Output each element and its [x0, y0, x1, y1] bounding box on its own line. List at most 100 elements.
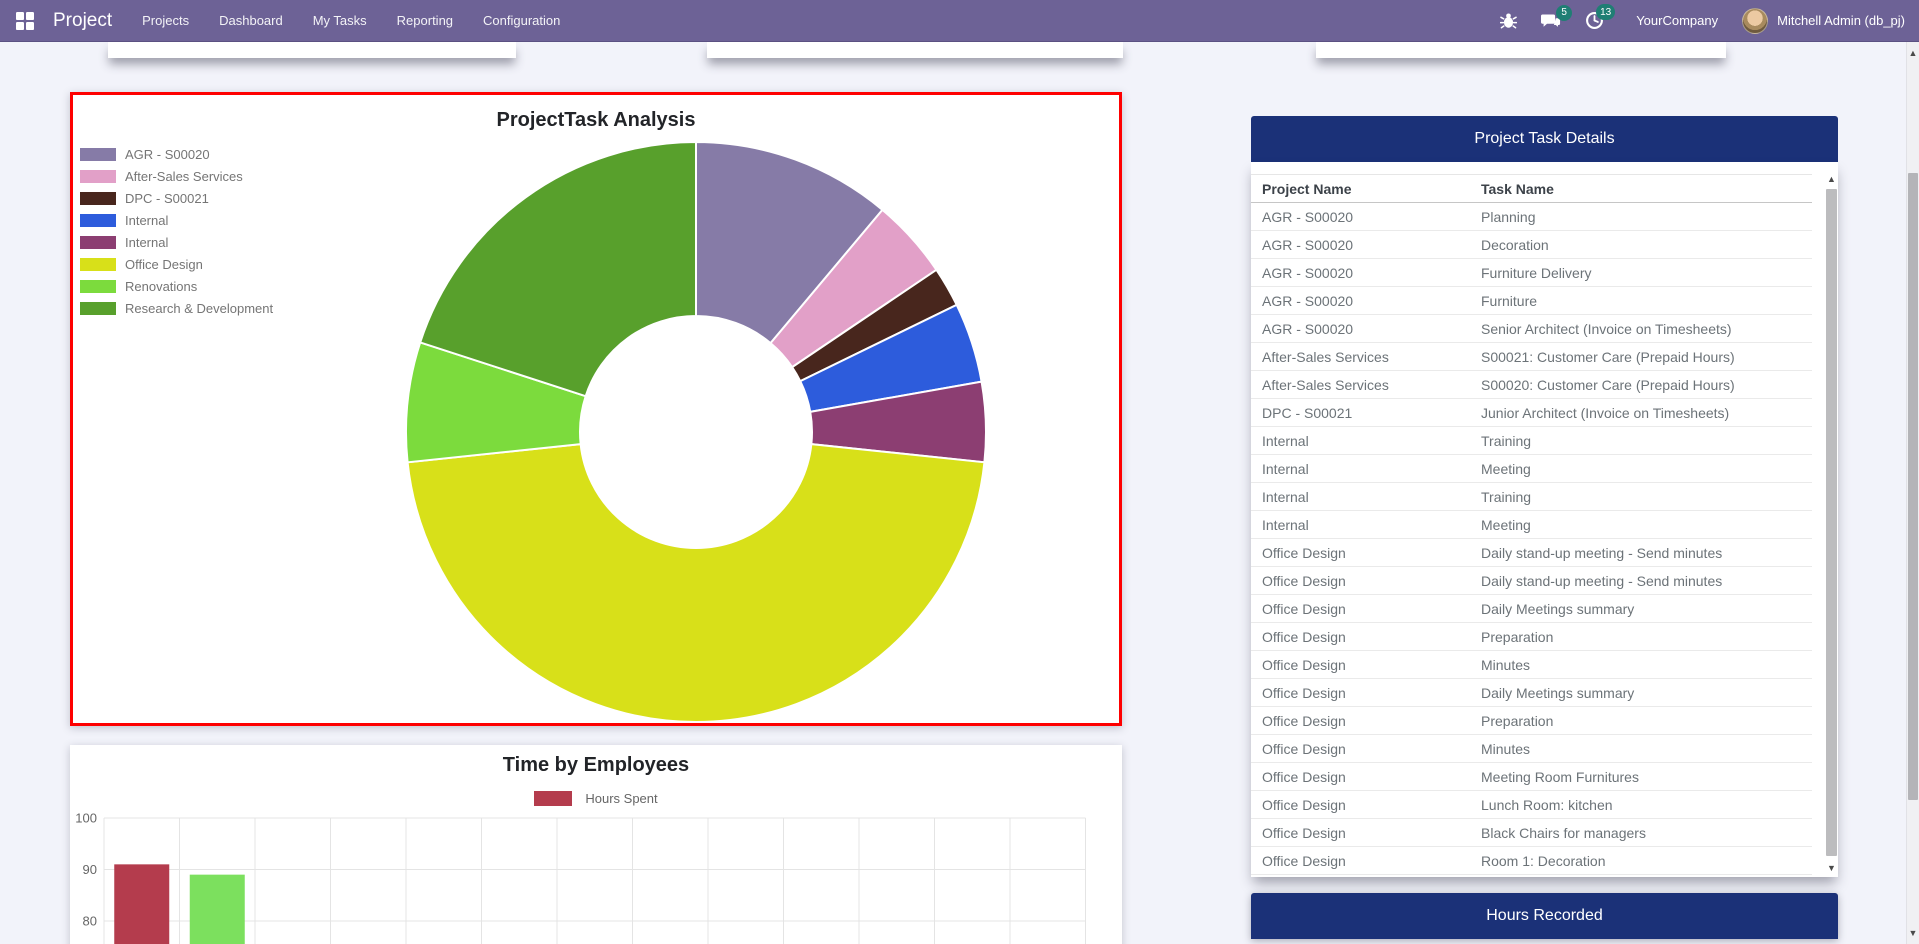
pie-legend-item[interactable]: After-Sales Services: [80, 165, 273, 187]
table-row: Office Design Meeting Room Furnitures: [1251, 762, 1812, 791]
cell-project-name: Office Design: [1251, 678, 1470, 707]
cell-task-name: Meeting: [1470, 454, 1812, 483]
table-scrollbar[interactable]: ▲ ▼: [1825, 172, 1838, 875]
user-name: Mitchell Admin (db_pj): [1777, 13, 1905, 28]
table-row: Internal Training: [1251, 482, 1812, 511]
table-row: Office Design Daily Meetings summary: [1251, 594, 1812, 623]
bar-hours-spent-1[interactable]: [189, 874, 245, 944]
nav-item-dashboard[interactable]: Dashboard: [219, 13, 283, 28]
app-brand-title[interactable]: Project: [53, 9, 113, 31]
nav-item-projects[interactable]: Projects: [142, 13, 190, 28]
cell-task-name: Meeting Room Furnitures: [1470, 762, 1812, 791]
nav-item-configuration[interactable]: Configuration: [483, 13, 561, 28]
y-axis-tick-label: 100: [75, 811, 97, 826]
cell-project-name: DPC - S00021: [1251, 398, 1470, 427]
task-panel-header: Project Task Details: [1251, 116, 1838, 162]
task-table-body: Project Name Task Name AGR - S00020 Plann…: [1251, 162, 1838, 877]
table-scroll-down-button[interactable]: ▼: [1827, 863, 1836, 873]
cell-task-name: Daily Meetings summary: [1470, 594, 1812, 623]
page-scroll-thumb[interactable]: [1908, 173, 1918, 800]
message-count-badge: 5: [1556, 4, 1573, 21]
page-scrollbar[interactable]: ▲ ▼: [1906, 42, 1919, 944]
page-scroll-down-button[interactable]: ▼: [1908, 928, 1918, 938]
pie-legend-label: After-Sales Services: [125, 168, 243, 184]
table-row: AGR - S00020 Decoration: [1251, 230, 1812, 259]
table-row: Office Design Daily Meetings summary: [1251, 678, 1812, 707]
card-remnant-right: [1316, 42, 1726, 58]
donut-chart-svg: [405, 140, 987, 723]
pie-slice-7[interactable]: [418, 140, 697, 398]
top-navbar: Project Projects Dashboard My Tasks Reporti…: [0, 0, 1919, 42]
project-task-details-panel: Project Task Details Project Name Task N…: [1251, 116, 1838, 877]
bar-chart-svg: 100 90 80: [75, 811, 1086, 944]
pie-legend-swatch: [80, 169, 116, 183]
nav-item-reporting[interactable]: Reporting: [396, 13, 454, 28]
apps-menu-button[interactable]: [14, 10, 36, 32]
cell-project-name: Office Design: [1251, 650, 1470, 679]
table-row: Office Design Daily stand-up meeting - Se…: [1251, 566, 1812, 595]
cell-project-name: AGR - S00020: [1251, 230, 1470, 259]
cell-project-name: AGR - S00020: [1251, 286, 1470, 315]
pie-legend-item[interactable]: AGR - S00020: [80, 143, 273, 165]
cell-task-name: Daily stand-up meeting - Send minutes: [1470, 566, 1812, 595]
pie-legend-item[interactable]: Internal: [80, 231, 273, 253]
company-switcher[interactable]: YourCompany: [1636, 13, 1719, 28]
pie-legend-item[interactable]: DPC - S00021: [80, 187, 273, 209]
pie-chart-title: ProjectTask Analysis: [496, 109, 696, 131]
table-row: Office Design Minutes: [1251, 734, 1812, 763]
pie-legend-swatch: [80, 191, 116, 205]
table-row: Internal Meeting: [1251, 510, 1812, 539]
user-menu-button[interactable]: Mitchell Admin (db_pj): [1742, 7, 1905, 34]
pie-legend-item[interactable]: Research & Development: [80, 297, 273, 319]
messages-button[interactable]: 5: [1541, 4, 1573, 30]
table-scroll-thumb[interactable]: [1826, 189, 1837, 856]
hours-panel-header: Hours Recorded: [1251, 893, 1838, 939]
cell-task-name: S00021: Customer Care (Prepaid Hours): [1470, 342, 1812, 371]
cell-task-name: Furniture Delivery: [1470, 258, 1812, 287]
pie-legend-item[interactable]: Renovations: [80, 275, 273, 297]
pie-legend: AGR - S00020 After-Sales Services DPC - S0…: [80, 143, 273, 319]
nav-item-my-tasks[interactable]: My Tasks: [312, 13, 367, 28]
page-scroll-up-button[interactable]: ▲: [1908, 48, 1918, 58]
cell-project-name: Office Design: [1251, 874, 1470, 877]
cell-project-name: Office Design: [1251, 538, 1470, 567]
bar-hours-spent-0[interactable]: [114, 864, 170, 944]
cell-project-name: After-Sales Services: [1251, 342, 1470, 371]
table-row: AGR - S00020 Senior Architect (Invoice on…: [1251, 314, 1812, 343]
table-row: Office Design Black Chairs for managers: [1251, 818, 1812, 847]
pie-slice-0[interactable]: [695, 140, 884, 345]
hours-recorded-panel: Hours Recorded: [1251, 893, 1838, 939]
cell-task-name: Planning: [1470, 202, 1812, 231]
cell-project-name: Office Design: [1251, 762, 1470, 791]
table-row: AGR - S00020 Furniture Delivery: [1251, 258, 1812, 287]
time-by-employees-card: Time by Employees Hours Spent 100 90 80: [70, 745, 1122, 944]
cell-project-name: Internal: [1251, 510, 1470, 539]
y-axis-tick-label: 80: [83, 914, 97, 929]
table-row: Office Design Minutes: [1251, 650, 1812, 679]
pie-legend-item[interactable]: Office Design: [80, 253, 273, 275]
cell-task-name: Daily Meetings summary: [1470, 678, 1812, 707]
cell-task-name: Room 1: Decoration: [1470, 846, 1812, 875]
column-header-task-name: Task Name: [1470, 174, 1812, 203]
pie-legend-swatch: [80, 235, 116, 249]
table-scroll-up-button[interactable]: ▲: [1827, 174, 1836, 184]
activities-button[interactable]: 13: [1585, 4, 1616, 30]
pie-legend-swatch: [80, 257, 116, 271]
bar-chart-legend[interactable]: Hours Spent: [70, 791, 1122, 806]
cell-task-name: Room 2: Decoration: [1470, 874, 1812, 877]
pie-legend-label: Internal: [125, 234, 169, 250]
cell-task-name: Furniture: [1470, 286, 1812, 315]
bug-icon: [1500, 13, 1518, 29]
pie-slice-5[interactable]: [406, 443, 986, 723]
pie-legend-item[interactable]: Internal: [80, 209, 273, 231]
cell-task-name: Training: [1470, 482, 1812, 511]
cell-project-name: Office Design: [1251, 706, 1470, 735]
card-remnant-left: [108, 42, 516, 58]
project-task-analysis-card: ProjectTask Analysis AGR - S00020 After-S…: [70, 92, 1122, 726]
debug-button[interactable]: [1500, 12, 1518, 29]
cell-task-name: Daily stand-up meeting - Send minutes: [1470, 538, 1812, 567]
pie-legend-swatch: [80, 279, 116, 293]
cell-project-name: Internal: [1251, 454, 1470, 483]
cell-project-name: Internal: [1251, 482, 1470, 511]
